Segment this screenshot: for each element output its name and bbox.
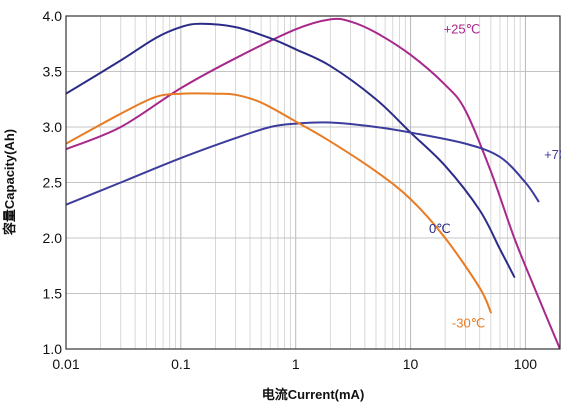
series-label-3: -30℃ xyxy=(452,315,485,330)
x-axis-label: 电流Current(mA) xyxy=(262,387,365,402)
series-label-2: +70℃ xyxy=(544,147,561,162)
y-tick-label: 1.0 xyxy=(43,341,63,357)
x-tick-label: 0.01 xyxy=(52,356,79,372)
x-tick-label: 0.1 xyxy=(171,356,191,372)
series-line-2 xyxy=(66,121,540,206)
x-tick-label: 10 xyxy=(403,356,419,372)
y-tick-label: 2.5 xyxy=(43,175,63,191)
y-tick-label: 3.0 xyxy=(43,119,63,135)
series-label-1: 0℃ xyxy=(429,221,451,236)
y-axis-label: 容量Capacity(Ah) xyxy=(2,129,17,236)
series-line-0 xyxy=(66,17,560,349)
series-line-1 xyxy=(66,22,516,278)
y-tick-label: 3.5 xyxy=(43,64,63,80)
plot-frame xyxy=(65,15,561,350)
x-tick-label: 100 xyxy=(514,356,538,372)
y-tick-label: 1.5 xyxy=(43,286,63,302)
series-label-0: +25℃ xyxy=(444,21,481,36)
x-tick-label: 1 xyxy=(292,356,300,372)
y-tick-label: 4.0 xyxy=(43,8,63,24)
series-labels: +25℃ 0℃ +70℃ -30℃ xyxy=(429,21,561,330)
series-lines xyxy=(66,17,560,349)
y-tick-label: 2.0 xyxy=(43,230,63,246)
tick-labels: 0.01 0.1 1 10 100 1.0 1.5 2.0 2.5 3.0 3.5 4.0 xyxy=(43,8,538,372)
series-line-3 xyxy=(66,92,492,314)
